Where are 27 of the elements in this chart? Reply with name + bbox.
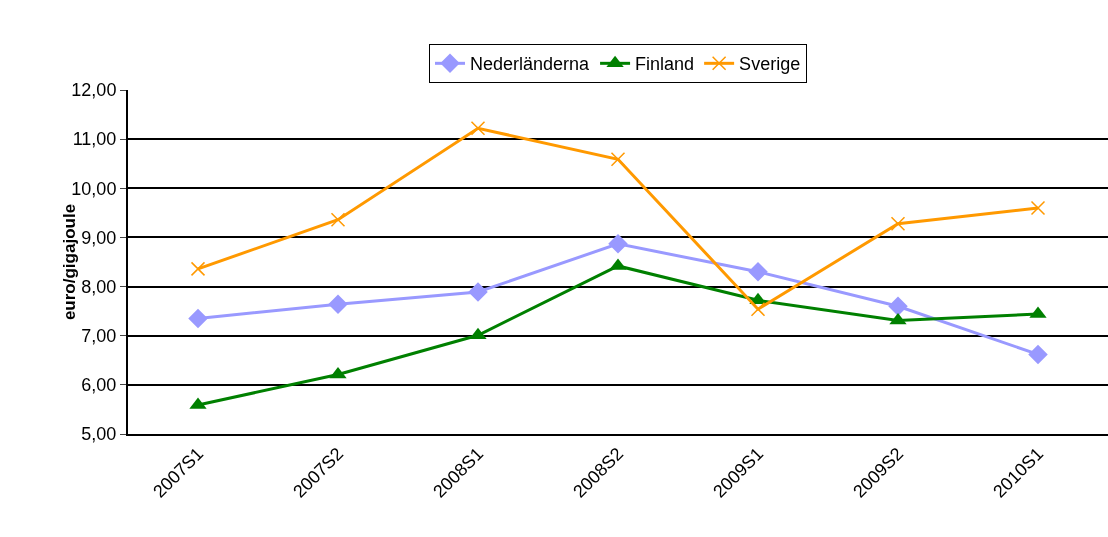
point xyxy=(890,216,906,231)
point xyxy=(750,301,766,317)
point xyxy=(1030,200,1046,216)
point xyxy=(328,294,348,315)
y-tick-label: 9,00 xyxy=(81,227,117,248)
point xyxy=(188,308,208,329)
y-tick-label: 11,00 xyxy=(72,129,117,150)
point xyxy=(468,282,488,302)
y-tick-label: 6,00 xyxy=(81,375,117,396)
point xyxy=(330,212,346,227)
legend-label: Sverige xyxy=(739,54,801,75)
point xyxy=(888,296,908,316)
y-tick-label: 12,00 xyxy=(71,80,117,101)
y-axis-title: euro/gigajoule xyxy=(60,203,80,321)
y-tick-label: 5,00 xyxy=(81,424,117,445)
legend-label: Finland xyxy=(635,54,695,75)
point xyxy=(470,121,486,136)
y-tick-label: 8,00 xyxy=(81,276,117,297)
point xyxy=(748,262,768,282)
point xyxy=(610,152,626,167)
y-tick-label: 10,00 xyxy=(71,178,117,199)
point xyxy=(190,261,206,277)
point xyxy=(1028,344,1048,365)
point xyxy=(889,312,907,325)
point xyxy=(608,234,628,254)
legend-label: Nederländerna xyxy=(470,54,591,75)
y-tick-label: 7,00 xyxy=(81,326,117,347)
